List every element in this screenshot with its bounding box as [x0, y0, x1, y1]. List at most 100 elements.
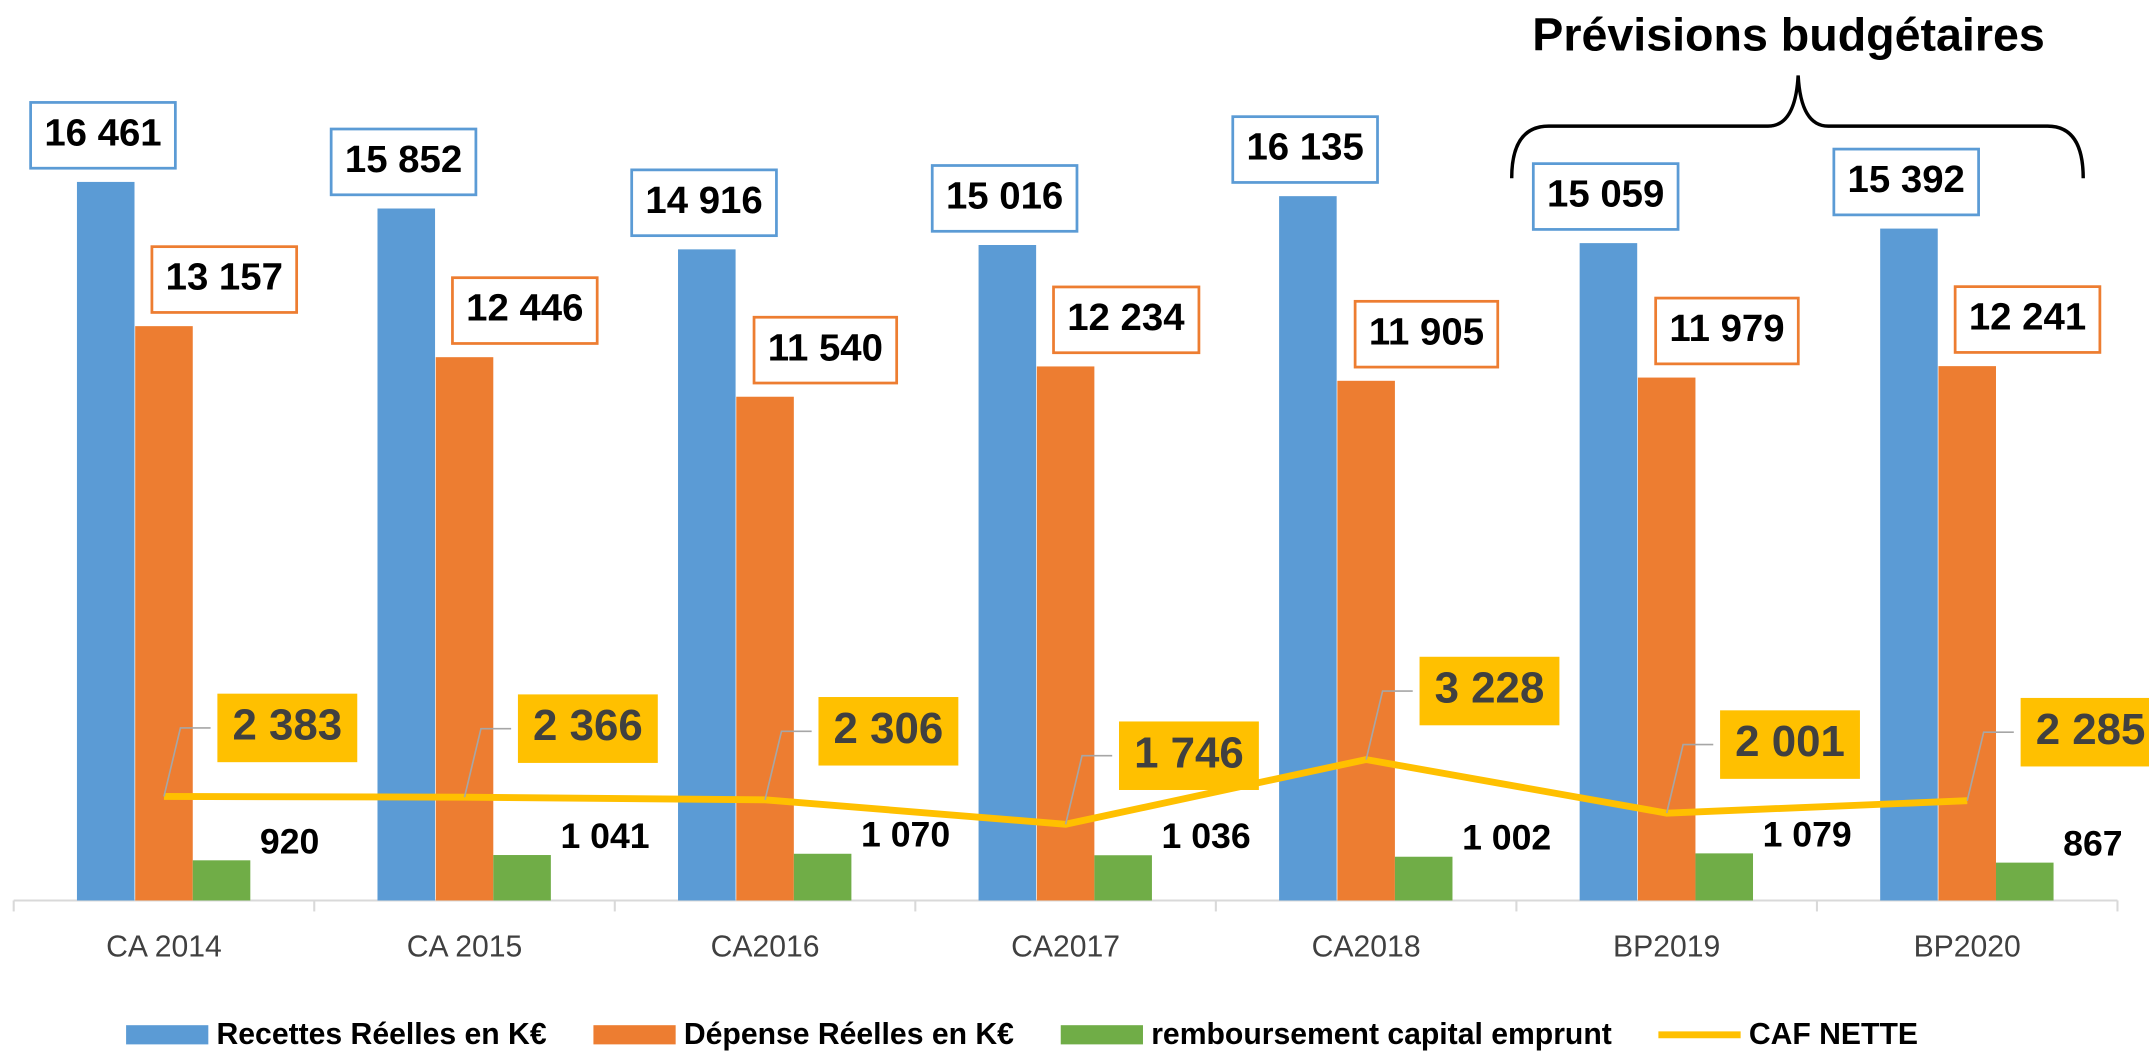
bar [678, 249, 736, 901]
x-tick-label: CA2016 [711, 930, 820, 963]
data-label-box [517, 694, 658, 763]
bar [435, 357, 494, 901]
data-label: 3 228 [1435, 664, 1545, 713]
data-label: 2 001 [1735, 717, 1845, 766]
data-label: 2 285 [2036, 705, 2146, 754]
data-label-group: 11 540 [752, 315, 899, 385]
data-label-group: 15 852 [329, 127, 478, 197]
data-label: 1 746 [1134, 728, 1244, 777]
bar [1579, 243, 1638, 901]
data-label-group: 2 383 [217, 693, 358, 763]
bar [135, 326, 193, 901]
data-label: 15 852 [345, 138, 462, 181]
bar [493, 855, 551, 901]
bar [1394, 856, 1453, 901]
bar [978, 244, 1037, 901]
data-label-group: 2 001 [1720, 710, 1860, 779]
data-label: 1 041 [560, 816, 649, 856]
line [163, 756, 1968, 828]
data-label-box [752, 315, 899, 385]
bar [1337, 380, 1395, 901]
data-label: 13 157 [166, 256, 283, 299]
data-label-group: 12 241 [1953, 285, 2102, 354]
data-label-box [818, 697, 959, 766]
data-label-box [1531, 162, 1680, 231]
data-label-group: 14 916 [630, 168, 778, 238]
data-label-group: 1 746 [1119, 721, 1259, 790]
bar [76, 181, 135, 901]
legend-swatch [1060, 1025, 1143, 1045]
data-label-group: 11 979 [1654, 296, 1800, 366]
brace [1509, 75, 2085, 179]
data-label: 2 366 [533, 701, 643, 750]
data-label-box [1119, 721, 1259, 790]
x-tick-label: CA 2015 [407, 930, 523, 963]
data-label: 16 461 [44, 111, 161, 154]
bar [192, 860, 251, 901]
data-label: 2 383 [232, 701, 342, 750]
leader-line [1665, 743, 1714, 814]
x-tick-label: BP2020 [1914, 930, 2021, 963]
legend-label: Dépense Réelles en K€ [684, 1018, 1014, 1051]
legend-label: Recettes Réelles en K€ [217, 1018, 547, 1051]
legend-swatch [593, 1025, 676, 1045]
data-label: 1 070 [861, 815, 950, 855]
data-label: 15 392 [1848, 158, 1965, 201]
data-label-box [451, 276, 599, 345]
legend-swatch [126, 1025, 209, 1045]
data-label-box [1353, 299, 1500, 369]
bar [1880, 228, 1938, 901]
data-label: 11 540 [768, 326, 883, 369]
data-label-group: 2 306 [818, 697, 959, 766]
data-label-group: 15 392 [1832, 147, 1980, 217]
leader-line [1966, 731, 2014, 801]
data-label-group: 11 905 [1353, 299, 1500, 369]
bar [1938, 366, 1996, 901]
data-label-group: 16 135 [1231, 115, 1379, 184]
data-label: 11 905 [1369, 310, 1484, 353]
data-label: 1 002 [1462, 818, 1551, 858]
data-label-group: 2 285 [2020, 697, 2149, 767]
x-tick-label: CA 2014 [106, 930, 222, 963]
data-label: 12 234 [1067, 296, 1185, 339]
data-label-box [29, 101, 177, 170]
data-label-box [1231, 115, 1379, 184]
bar [1279, 196, 1337, 901]
data-label-group: 13 157 [150, 245, 299, 314]
leader-line [1064, 754, 1113, 825]
data-label-box [1052, 285, 1201, 355]
data-label: 12 241 [1969, 296, 2086, 339]
data-label-group: 2 366 [517, 694, 658, 763]
bar [377, 208, 436, 901]
legend-label: remboursement capital emprunt [1151, 1018, 1612, 1051]
leader-line [163, 727, 211, 797]
data-label-box [1832, 147, 1980, 217]
data-label-box [217, 693, 358, 763]
data-label-box [329, 127, 478, 197]
annotation: Prévisions budgétaires [1532, 9, 2045, 61]
x-tick-label: CA2018 [1312, 930, 1421, 963]
bar [793, 853, 852, 901]
data-label: 16 135 [1246, 126, 1363, 169]
bar [1036, 366, 1095, 901]
data-label-group: 12 234 [1052, 285, 1201, 355]
leader-line [463, 727, 512, 798]
data-label: 15 059 [1547, 173, 1664, 216]
data-label: 11 979 [1669, 307, 1784, 350]
bar [1695, 853, 1754, 901]
data-label-box [1953, 285, 2102, 354]
data-label-box [1720, 710, 1860, 779]
data-label-box [1654, 296, 1800, 366]
data-label-box [630, 168, 778, 238]
legend-label: CAF NETTE [1749, 1018, 1918, 1051]
x-tick-label: CA2017 [1011, 930, 1120, 963]
leader-line [764, 730, 812, 801]
data-label: 1 036 [1162, 816, 1251, 856]
data-label-box [2020, 697, 2149, 767]
data-label-group: 15 016 [930, 164, 1079, 233]
data-label: 15 016 [946, 175, 1063, 218]
data-label: 2 306 [834, 704, 944, 753]
data-label: 12 446 [466, 287, 583, 330]
bar [736, 396, 794, 901]
